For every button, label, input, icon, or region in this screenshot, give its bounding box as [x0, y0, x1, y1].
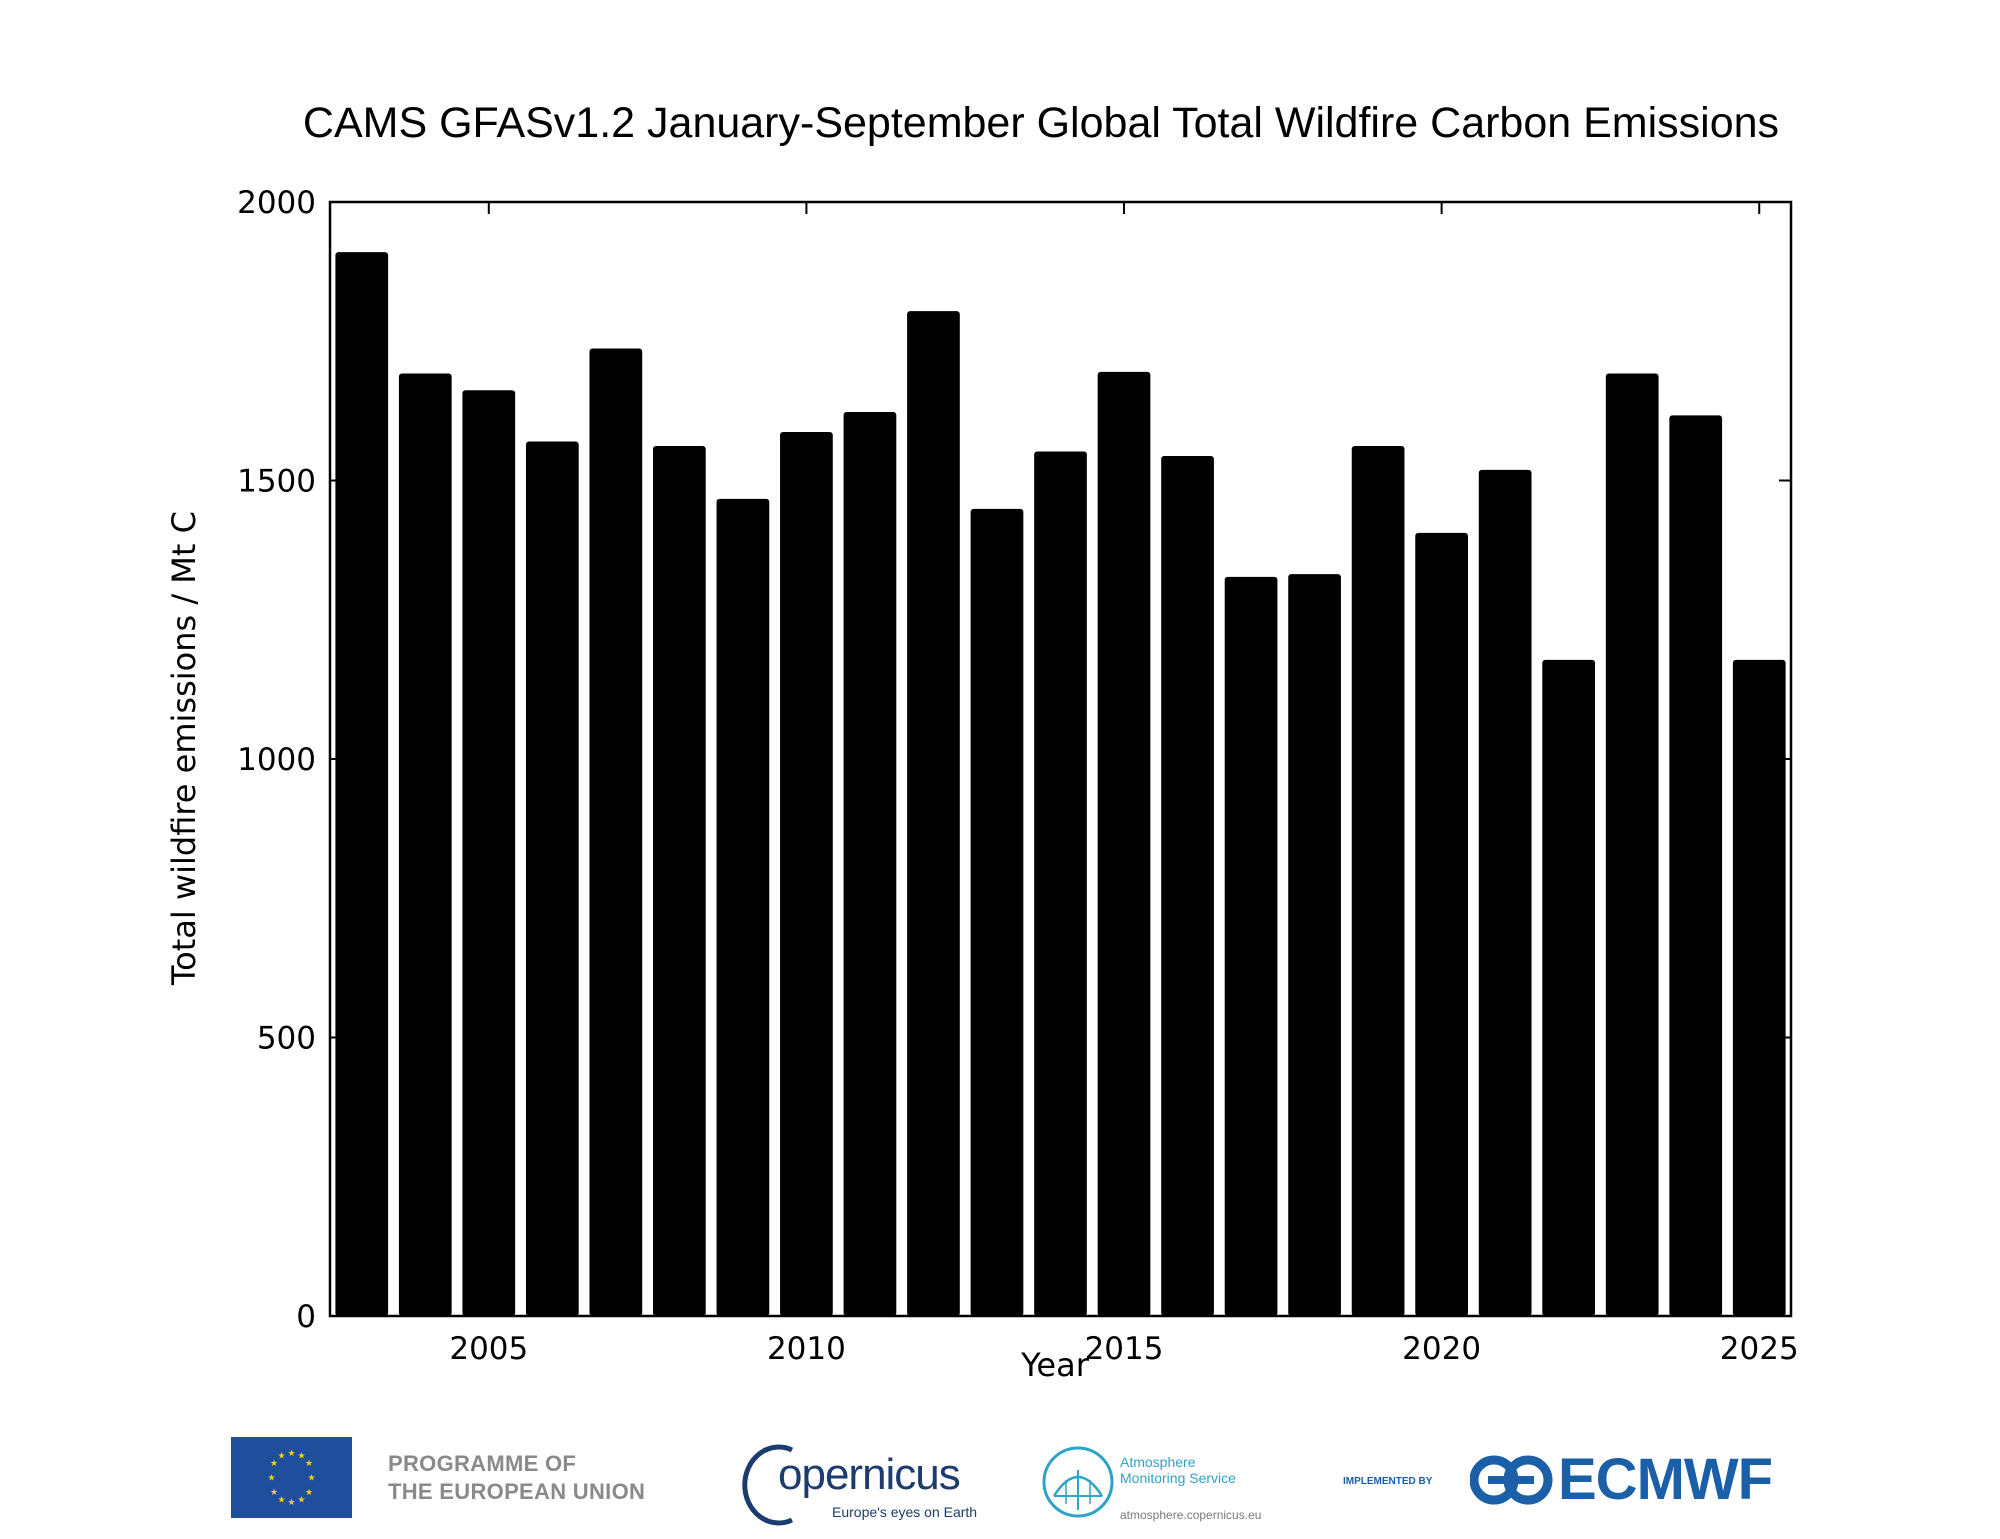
- chart: CAMS GFASv1.2 January-September Global T…: [165, 99, 1799, 1384]
- bar-2020: [1415, 532, 1468, 1316]
- bar-2004: [398, 373, 452, 1316]
- copernicus-wordmark: opernicus: [778, 1450, 961, 1499]
- plot-area: 0 500 1000 1500 2000 2005 2010 2015 2020 2025: [237, 185, 1799, 1367]
- chart-title: CAMS GFASv1.2 January-September Global T…: [303, 99, 1779, 147]
- svg-text:★: ★: [270, 1459, 278, 1469]
- bar-2011: [843, 411, 897, 1316]
- bar-2003: [335, 252, 389, 1316]
- cams-url: atmosphere.copernicus.eu: [1120, 1508, 1262, 1522]
- svg-text:★: ★: [307, 1474, 315, 1484]
- eu-text-line2: THE EUROPEAN UNION: [388, 1479, 646, 1504]
- footer-logos: ★ ★ ★ ★ ★ ★ ★ ★ ★ ★ ★ ★ PROGRAMME OF THE EUROPEA…: [0, 1400, 2000, 1539]
- y-tick-label-1500: 1500: [237, 464, 316, 500]
- bar-2021: [1478, 469, 1532, 1316]
- ecmwf-wordmark: ECMWF: [1558, 1447, 1773, 1512]
- x-tick-label-2010: 2010: [767, 1331, 846, 1367]
- svg-text:★: ★: [277, 1452, 285, 1462]
- eu-text-line1: PROGRAMME OF: [388, 1451, 577, 1476]
- x-axis-label: Year: [1020, 1346, 1090, 1384]
- x-tick-label-2005: 2005: [449, 1331, 528, 1367]
- svg-text:★: ★: [305, 1459, 313, 1469]
- bar-2024: [1669, 415, 1723, 1316]
- x-tick-label-2015: 2015: [1085, 1331, 1164, 1367]
- copernicus-logo: opernicus Europe's eyes on Earth: [740, 1440, 980, 1530]
- cams-globe-icon: [1042, 1446, 1114, 1518]
- x-tick-label-2025: 2025: [1720, 1331, 1799, 1367]
- svg-text:★: ★: [287, 1498, 295, 1508]
- copernicus-tagline: Europe's eyes on Earth: [832, 1504, 978, 1520]
- y-tick-label-2000: 2000: [237, 185, 316, 221]
- x-tick-label-2020: 2020: [1402, 1331, 1481, 1367]
- bar-2018: [1288, 574, 1341, 1316]
- cams-logo: Atmosphere Monitoring Service atmosphere…: [1040, 1440, 1290, 1530]
- bar-2006: [525, 441, 579, 1316]
- bar-2009: [716, 498, 770, 1317]
- cams-title-line2: Monitoring Service: [1120, 1470, 1236, 1486]
- bar-2016: [1161, 455, 1214, 1316]
- svg-text:★: ★: [297, 1496, 305, 1506]
- y-tick-label-0: 0: [296, 1299, 316, 1335]
- svg-text:★: ★: [287, 1449, 295, 1459]
- eu-flag-icon: ★ ★ ★ ★ ★ ★ ★ ★ ★ ★ ★ ★: [231, 1437, 352, 1518]
- y-tick-label-1000: 1000: [237, 742, 316, 778]
- eu-programme-text: PROGRAMME OF THE EUROPEAN UNION: [388, 1450, 645, 1506]
- y-tick-label-500: 500: [257, 1021, 316, 1057]
- cams-title-line1: Atmosphere: [1120, 1454, 1196, 1470]
- cams-title: Atmosphere Monitoring Service: [1120, 1454, 1236, 1486]
- svg-text:★: ★: [305, 1488, 313, 1498]
- bar-2017: [1224, 576, 1278, 1316]
- bar-2012: [907, 311, 960, 1316]
- bar-2013: [970, 508, 1024, 1317]
- bar-2005: [462, 390, 516, 1316]
- bar-2008: [653, 445, 706, 1316]
- copernicus-c-icon: [742, 1444, 794, 1526]
- bar-2023: [1605, 373, 1659, 1316]
- svg-text:★: ★: [297, 1452, 305, 1462]
- bar-2019: [1351, 445, 1405, 1316]
- bar-2010: [780, 432, 833, 1316]
- implemented-by-label: IMPLEMENTED BY: [1343, 1476, 1433, 1487]
- y-axis-label: Total wildfire emissions / Mt C: [165, 511, 203, 986]
- ecmwf-logo: ECMWF: [1470, 1450, 1810, 1510]
- ecmwf-symbol-icon: [1470, 1455, 1553, 1505]
- bar-2015: [1097, 371, 1151, 1316]
- svg-text:★: ★: [270, 1488, 278, 1498]
- bar-2007: [589, 348, 643, 1317]
- svg-text:★: ★: [277, 1496, 285, 1506]
- bar-2025: [1732, 659, 1786, 1316]
- bar-2022: [1542, 659, 1596, 1316]
- bar-2014: [1034, 451, 1087, 1316]
- svg-text:★: ★: [267, 1474, 275, 1484]
